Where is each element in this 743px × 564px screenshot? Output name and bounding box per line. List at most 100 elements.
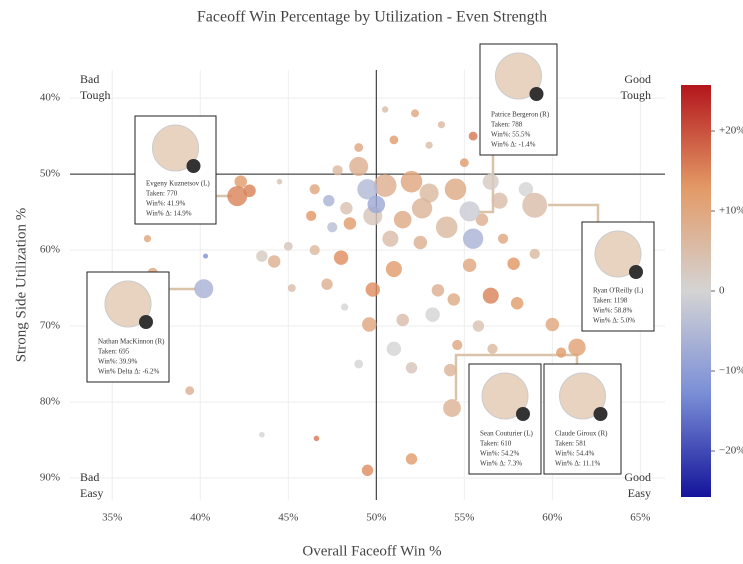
point: [444, 364, 456, 376]
point: [406, 362, 417, 373]
card-delta: Win% Δ: 11.1%: [555, 460, 601, 468]
point: [491, 193, 507, 209]
point: [227, 186, 247, 206]
card-name: Sean Couturier (L): [480, 430, 534, 438]
team-logo: [516, 407, 530, 421]
point: [389, 135, 398, 144]
quadrant-label: Tough: [621, 88, 652, 102]
point: [507, 257, 519, 269]
card-delta: Win% Δ: -1.4%: [491, 141, 536, 149]
point: [256, 250, 267, 261]
point: [284, 242, 293, 251]
point: [432, 284, 444, 296]
point: [354, 360, 363, 369]
point: [448, 293, 460, 305]
point: [194, 279, 213, 298]
card-delta: Win% Δ: 14.9%: [146, 210, 192, 218]
chart: Faceoff Win Percentage by Utilization - …: [0, 0, 743, 564]
x-tick-label: 35%: [102, 512, 122, 524]
y-tick-label: 80%: [40, 396, 60, 408]
point: [268, 255, 280, 267]
point: [460, 158, 469, 167]
card-win: Win%: 54.2%: [480, 450, 520, 458]
point: [452, 340, 462, 350]
x-tick-label: 55%: [454, 512, 474, 524]
point: [411, 109, 419, 117]
x-tick-label: 60%: [542, 512, 562, 524]
chart-title: Faceoff Win Percentage by Utilization - …: [197, 9, 547, 26]
player-card: Claude Giroux (R) Taken: 581 Win%: 54.4% Wi…: [544, 364, 621, 474]
point: [277, 179, 283, 185]
point: [511, 297, 523, 309]
quadrant-label: Good: [624, 72, 651, 86]
x-tick-label: 40%: [190, 512, 210, 524]
point: [546, 318, 559, 331]
card-name: Claude Giroux (R): [555, 430, 608, 438]
point: [483, 174, 499, 190]
point: [314, 436, 320, 442]
point: [443, 399, 461, 417]
point: [426, 142, 433, 149]
point: [530, 249, 540, 259]
point: [386, 261, 402, 277]
point: [235, 175, 247, 187]
point: [321, 279, 332, 290]
point: [310, 184, 320, 194]
colorbar-tick-label: +10%: [719, 205, 743, 217]
point: [354, 143, 363, 152]
team-logo: [139, 315, 153, 329]
point: [387, 342, 401, 356]
point: [469, 132, 478, 141]
point: [487, 344, 497, 354]
card-win: Win%: 54.4%: [555, 450, 595, 458]
team-logo: [629, 265, 643, 279]
card-delta: Win% Δ: 5.0%: [593, 317, 635, 325]
card-taken: Taken: 770: [146, 190, 178, 198]
y-tick-label: 60%: [40, 244, 60, 256]
card-delta: Win% Δ: 7.3%: [480, 460, 522, 468]
card-name: Evgeny Kuznetsov (L): [146, 180, 210, 188]
point: [382, 106, 388, 112]
y-tick-label: 40%: [40, 92, 60, 104]
point: [344, 217, 356, 229]
point: [396, 314, 408, 326]
card-delta: Win% Delta Δ: -6.2%: [98, 368, 160, 376]
point: [185, 386, 194, 395]
quadrant-label: Good: [624, 470, 651, 484]
team-logo: [530, 87, 544, 101]
card-taken: Taken: 695: [98, 348, 130, 356]
point: [401, 171, 423, 193]
point: [445, 178, 467, 200]
card-taken: Taken: 581: [555, 440, 587, 448]
point: [425, 307, 439, 321]
point: [438, 121, 445, 128]
x-axis-title: Overall Faceoff Win %: [302, 543, 441, 559]
quadrant-label: Tough: [80, 88, 111, 102]
colorbar-tick-label: −20%: [719, 445, 743, 457]
point: [374, 174, 397, 197]
point: [203, 254, 208, 259]
card-name: Patrice Bergeron (R): [491, 111, 550, 119]
point: [340, 202, 352, 214]
team-logo: [187, 159, 201, 173]
point: [382, 231, 398, 247]
point: [406, 453, 417, 464]
point: [341, 303, 348, 310]
card-taken: Taken: 1198: [593, 297, 628, 305]
point: [288, 284, 296, 292]
point: [259, 432, 265, 438]
point: [522, 193, 547, 218]
colorbar-tick-label: 0: [719, 285, 725, 297]
y-tick-label: 70%: [40, 320, 60, 332]
point: [568, 339, 585, 356]
point: [556, 348, 566, 358]
card-name: Ryan O'Reilly (L): [593, 287, 644, 295]
colorbar-tick-label: +20%: [719, 125, 743, 137]
x-tick-label: 45%: [278, 512, 298, 524]
point: [459, 201, 479, 221]
point: [463, 259, 476, 272]
